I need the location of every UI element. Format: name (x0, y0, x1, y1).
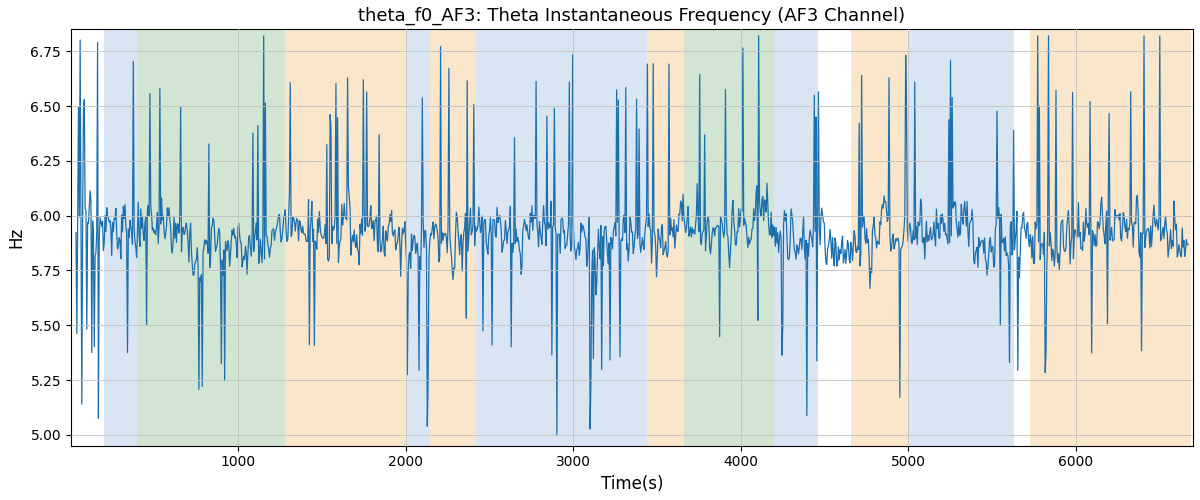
Bar (1030, 30, 1055, 446)
Title: theta_f0_AF3: Theta Instantaneous Frequency (AF3 Channel): theta_f0_AF3: Theta Instantaneous Freque… (359, 7, 906, 25)
Bar (137, 30, 284, 446)
Bar (910, 30, 1014, 446)
Bar (284, 30, 407, 446)
Bar (103, 30, 137, 446)
X-axis label: Time(s): Time(s) (601, 475, 664, 493)
Bar (647, 30, 684, 446)
Bar (431, 30, 476, 446)
Y-axis label: Hz: Hz (7, 227, 25, 248)
Bar (1055, 30, 1192, 446)
Bar (851, 30, 910, 446)
Bar (407, 30, 431, 446)
Bar (684, 30, 774, 446)
Bar (774, 30, 818, 446)
Bar (476, 30, 647, 446)
